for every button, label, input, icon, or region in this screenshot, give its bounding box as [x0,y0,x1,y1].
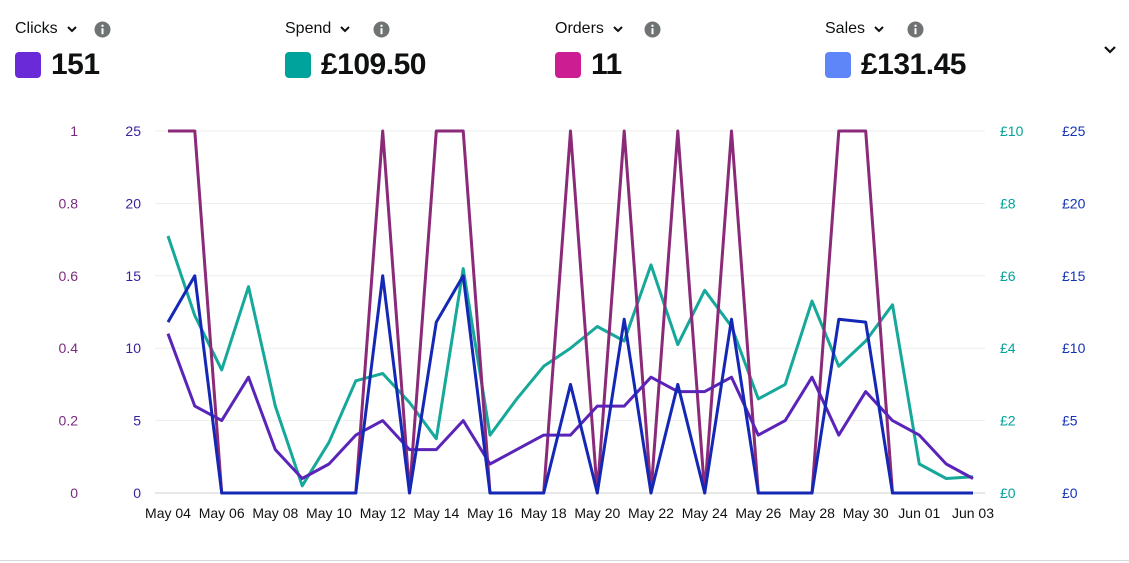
metric-swatch-sales [825,52,851,78]
series-line-spend [166,235,974,488]
chevron-down-icon[interactable] [66,23,78,35]
metrics-header: Clicks 151 Spend £109.50 Orders 11 [0,0,1129,100]
x-axis-tick-label: May 04 [145,505,191,521]
clicks-axis-tick-label: 10 [125,340,141,356]
chevron-down-icon[interactable] [612,23,624,35]
sales-axis-tick-label: £20 [1062,195,1086,211]
x-axis-tick-label: Jun 01 [898,505,940,521]
orders-axis-tick-label: 0.2 [59,413,79,429]
x-axis-tick-label: May 12 [360,505,406,521]
orders-axis-tick-label: 0.4 [59,340,79,356]
spend-axis-tick-label: £0 [1000,485,1016,501]
orders-axis-tick-label: 0 [70,485,78,501]
x-axis-tick-label: May 16 [467,505,513,521]
series-line-sales [166,274,973,495]
metric-label-sales: Sales [825,20,866,37]
metric-value-sales: £131.45 [861,48,966,81]
orders-axis-tick-label: 0.6 [59,268,79,284]
metric-swatch-orders [555,52,581,78]
clicks-axis-tick-label: 20 [125,195,141,211]
x-axis-tick-label: Jun 03 [952,505,994,521]
collapse-chevron-icon[interactable] [1102,44,1118,56]
x-axis-tick-label: May 10 [306,505,352,521]
metric-label-spend: Spend [285,20,332,37]
metric-orders: Orders 11 [555,18,661,82]
sales-axis-tick-label: £0 [1062,485,1078,501]
series-line-clicks [166,333,974,480]
clicks-axis-tick-label: 15 [125,268,141,284]
metric-sales: Sales £131.45 [825,18,966,82]
x-axis-tick-label: May 28 [789,505,835,521]
x-axis-tick-label: May 24 [682,505,728,521]
info-icon[interactable] [644,21,661,38]
metric-swatch-clicks [15,52,41,78]
x-axis-tick-label: May 06 [199,505,245,521]
x-axis-tick-label: May 14 [413,505,459,521]
spend-axis-tick-label: £10 [1000,123,1024,139]
clicks-axis-tick-label: 0 [133,485,141,501]
spend-axis-tick-label: £8 [1000,195,1016,211]
clicks-axis-tick-label: 25 [125,123,141,139]
orders-axis-tick-label: 1 [70,123,78,139]
x-axis-tick-label: May 18 [521,505,567,521]
metric-value-spend: £109.50 [321,48,426,81]
clicks-axis-tick-label: 5 [133,413,141,429]
metric-label-orders: Orders [555,20,604,37]
spend-axis-tick-label: £2 [1000,413,1016,429]
orders-axis-tick-label: 0.8 [59,195,79,211]
sales-axis-tick-label: £25 [1062,123,1086,139]
x-axis-tick-label: May 30 [843,505,889,521]
sales-axis-tick-label: £15 [1062,268,1086,284]
chevron-down-icon[interactable] [873,23,885,35]
info-icon[interactable] [373,21,390,38]
spend-axis-tick-label: £4 [1000,340,1016,356]
sales-axis-tick-label: £10 [1062,340,1086,356]
sales-axis-tick-label: £5 [1062,413,1078,429]
x-axis-tick-label: May 22 [628,505,674,521]
metric-value-orders: 11 [591,48,622,81]
metric-clicks: Clicks 151 [15,18,111,82]
metric-label-clicks: Clicks [15,20,58,37]
metric-swatch-spend [285,52,311,78]
x-axis-tick-label: May 20 [574,505,620,521]
x-axis-tick-label: May 08 [252,505,298,521]
divider [0,560,1129,561]
series-line-orders [168,129,973,495]
info-icon[interactable] [94,21,111,38]
spend-axis-tick-label: £6 [1000,268,1016,284]
chevron-down-icon[interactable] [339,23,351,35]
metric-value-clicks: 151 [51,48,100,81]
metric-spend: Spend £109.50 [285,18,426,82]
info-icon[interactable] [907,21,924,38]
x-axis-tick-label: May 26 [735,505,781,521]
